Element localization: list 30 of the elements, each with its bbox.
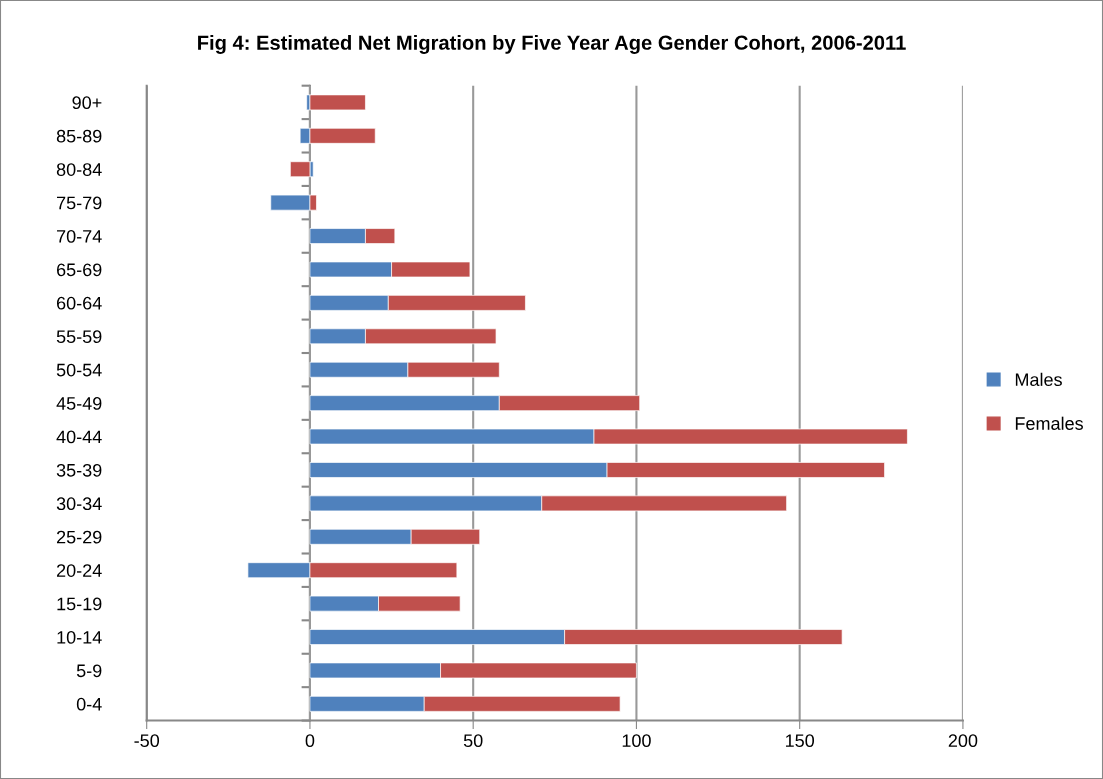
x-tick-label: -50 <box>134 734 160 748</box>
y-tick-label: 0-4 <box>76 697 102 711</box>
y-tick-label: 10-14 <box>57 630 102 644</box>
y-tick-label: 75-79 <box>57 196 102 210</box>
y-tick-label: 20-24 <box>56 564 102 577</box>
y-tick-label: 5-9 <box>76 664 102 678</box>
y-tick-label: 65-69 <box>57 263 102 277</box>
y-tick-label: 90+ <box>72 96 102 110</box>
legend-label: Males <box>1015 372 1062 387</box>
y-tick-label: 25-29 <box>56 530 102 544</box>
x-tick-label: 100 <box>622 734 651 748</box>
y-tick-label: 15-19 <box>57 597 102 611</box>
bar <box>309 94 366 111</box>
y-tick-label: 45-49 <box>56 397 102 410</box>
y-tick-label: 85-89 <box>56 129 102 143</box>
y-tick-label: 60-64 <box>57 296 102 310</box>
y-tick-label: 70-74 <box>57 229 102 243</box>
legend-label: Females <box>1015 416 1083 430</box>
y-tick-label: 80-84 <box>56 163 102 176</box>
y-tick-label: 30-34 <box>56 497 102 511</box>
x-tick-label: 0 <box>305 734 315 748</box>
bar <box>290 161 311 178</box>
chart-title: Fig 4: Estimated Net Migration by Five Year Age Gender Cohort, 2006-2011 <box>198 35 906 54</box>
x-tick-label: 50 <box>463 734 483 748</box>
y-tick-label: 40-44 <box>56 430 102 444</box>
x-tick-label: 200 <box>948 734 978 748</box>
x-tick-label: 150 <box>785 734 815 748</box>
y-tick-label: 55-59 <box>56 330 102 344</box>
y-tick-label: 50-54 <box>56 363 102 377</box>
y-tick-label: 35-39 <box>56 463 102 477</box>
